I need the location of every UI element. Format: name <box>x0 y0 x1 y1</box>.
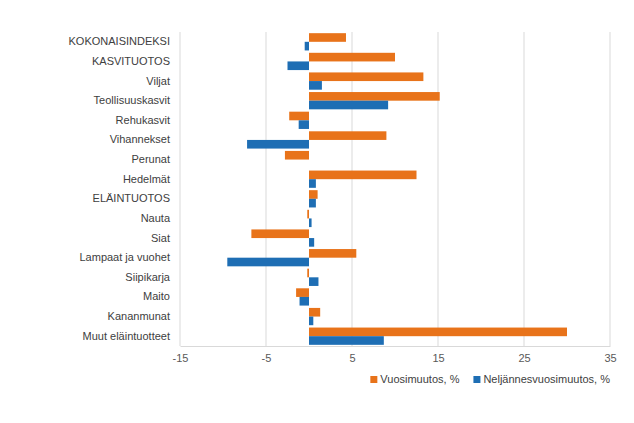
category-label: Rehukasvit <box>116 114 170 126</box>
category-label: KASVITUOTOS <box>92 55 170 67</box>
tick: Hedelmät <box>123 173 180 185</box>
tick: 25 <box>518 346 530 364</box>
tick: KASVITUOTOS <box>92 55 180 67</box>
tick: Muut eläintuotteet <box>83 330 180 342</box>
bar <box>309 328 567 337</box>
plot: -15 -5 5 15 25 35 KOKONAISINDEKSI KASVITUOTOS Vi… <box>69 32 617 364</box>
tick: Viljat <box>146 75 180 87</box>
bar <box>309 33 346 42</box>
bar <box>285 151 309 160</box>
y-axis: KOKONAISINDEKSI KASVITUOTOS Viljat Teollisu… <box>69 35 180 341</box>
tick: KOKONAISINDEKSI <box>69 35 180 47</box>
tick: Vihannekset <box>110 133 180 145</box>
category-label: Nauta <box>141 212 171 224</box>
bar <box>251 229 309 238</box>
bar <box>309 218 312 227</box>
bar <box>309 190 318 199</box>
category-label: Viljat <box>146 75 170 87</box>
grid <box>180 32 610 346</box>
grid-line <box>180 32 181 346</box>
tick: -15 <box>173 346 189 364</box>
tick: Teollisuuskasvit <box>94 94 180 106</box>
tick: ELÄINTUOTOS <box>93 192 180 204</box>
tick-label: -5 <box>262 352 272 364</box>
bar <box>309 131 386 140</box>
tick: 35 <box>604 346 616 364</box>
tick-label: 25 <box>518 352 530 364</box>
bar <box>309 199 316 208</box>
bars <box>227 33 567 345</box>
grid-line <box>438 32 439 346</box>
bar <box>309 53 395 62</box>
tick: Lampaat ja vuohet <box>79 251 180 263</box>
bar <box>309 92 440 101</box>
series <box>227 42 388 345</box>
tick: Perunat <box>131 153 180 165</box>
tick: Nauta <box>141 212 180 224</box>
bar <box>309 160 310 169</box>
legend-item: Neljännesvuosimuutos, % <box>473 373 610 385</box>
legend-label: Neljännesvuosimuutos, % <box>483 373 610 385</box>
tick-label: -15 <box>173 352 189 364</box>
category-label: Vihannekset <box>110 133 170 145</box>
tick: -5 <box>262 346 272 364</box>
bar <box>307 210 309 219</box>
category-label: Lampaat ja vuohet <box>79 251 170 263</box>
bar <box>247 140 309 149</box>
bar <box>309 101 388 110</box>
bar <box>309 336 384 345</box>
tick-label: 35 <box>604 352 616 364</box>
tick: 15 <box>432 346 444 364</box>
grid-line <box>266 32 267 346</box>
bar <box>227 258 309 267</box>
category-label: Siat <box>151 232 170 244</box>
grid-line <box>524 32 525 346</box>
category-label: Siipikarja <box>125 271 171 283</box>
tick: Siat <box>151 232 180 244</box>
legend-swatch <box>370 376 377 383</box>
bar <box>289 112 309 121</box>
x-axis: -15 -5 5 15 25 35 <box>173 346 617 364</box>
legend-item: Vuosimuutos, % <box>370 373 459 385</box>
grid-line <box>610 32 611 346</box>
series <box>251 33 567 336</box>
chart: -15 -5 5 15 25 35 KOKONAISINDEKSI KASVITUOTOS Vi… <box>0 0 634 423</box>
category-label: Muut eläintuotteet <box>83 330 170 342</box>
tick: Kananmunat <box>108 310 180 322</box>
bar <box>300 297 309 306</box>
legend: Vuosimuutos, % Neljännesvuosimuutos, % <box>370 373 610 385</box>
bar <box>309 317 313 326</box>
tick: Siipikarja <box>125 271 180 283</box>
bar <box>299 120 309 129</box>
category-label: Teollisuuskasvit <box>94 94 170 106</box>
legend-label: Vuosimuutos, % <box>380 373 459 385</box>
category-label: Perunat <box>131 153 170 165</box>
category-label: ELÄINTUOTOS <box>93 192 170 204</box>
category-label: Kananmunat <box>108 310 170 322</box>
tick: 5 <box>349 346 355 364</box>
bar <box>309 277 318 286</box>
bar <box>309 81 322 90</box>
tick-label: 15 <box>432 352 444 364</box>
bar <box>309 171 417 180</box>
bar <box>309 72 423 81</box>
bar <box>288 61 310 70</box>
category-label: Maito <box>143 290 170 302</box>
category-label: KOKONAISINDEKSI <box>69 35 170 47</box>
tick: Rehukasvit <box>116 114 180 126</box>
bar <box>309 179 316 188</box>
bar <box>296 288 309 297</box>
bar <box>309 238 314 247</box>
legend-swatch <box>473 376 480 383</box>
category-label: Hedelmät <box>123 173 170 185</box>
bar <box>305 42 309 51</box>
tick-label: 5 <box>349 352 355 364</box>
bar <box>307 269 309 278</box>
bar <box>309 308 320 317</box>
bar <box>309 249 356 258</box>
tick: Maito <box>143 290 180 302</box>
axis-line <box>181 346 611 347</box>
